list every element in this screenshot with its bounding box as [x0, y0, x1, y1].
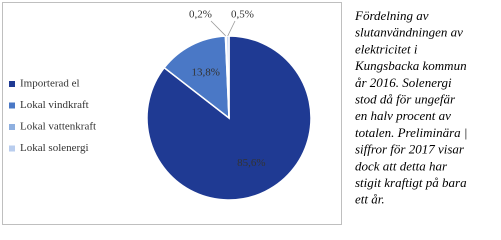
- caption-line: dock att detta har: [355, 158, 448, 173]
- leader-line: [210, 20, 227, 37]
- caption-line: stigit kraftigt på bara: [355, 175, 467, 190]
- caption-line: slutanvändningen av: [355, 25, 463, 40]
- legend-label: Lokal vindkraft: [20, 99, 89, 111]
- legend-swatch: [9, 102, 15, 109]
- leader-line: [227, 20, 236, 37]
- caption-line: totalen. Preliminära |: [355, 125, 468, 140]
- caption-line: elektricitet i: [355, 41, 418, 56]
- legend-label: Lokal vattenkraft: [20, 121, 96, 133]
- data-label: 0,2%: [189, 9, 212, 21]
- caption-line: ett år.: [355, 192, 385, 207]
- legend-swatch: [9, 81, 15, 87]
- data-label: 0,5%: [231, 9, 254, 21]
- caption-line: år 2016. Solenergi: [355, 75, 452, 90]
- legend-swatch: [9, 124, 15, 130]
- pie-slice: [163, 35, 230, 120]
- data-label: 85,6%: [237, 157, 265, 169]
- caption-line: Fördelning av: [354, 8, 429, 23]
- legend-label: Lokal solenergi: [20, 142, 89, 154]
- legend-swatch: [9, 145, 15, 152]
- caption-line: stod då för ungefär: [355, 91, 456, 106]
- caption-line: Kungsbacka kommun: [354, 58, 467, 73]
- data-label: 13,8%: [191, 66, 219, 78]
- page: 85,6% 13,8% 0,2% 0,5% Importerad el Lokal vin…: [2, 2, 468, 225]
- caption-line: siffror för 2017 visar: [355, 142, 465, 157]
- legend-label: Importerad el: [20, 78, 80, 90]
- caption-line: en halv procent av: [355, 108, 451, 123]
